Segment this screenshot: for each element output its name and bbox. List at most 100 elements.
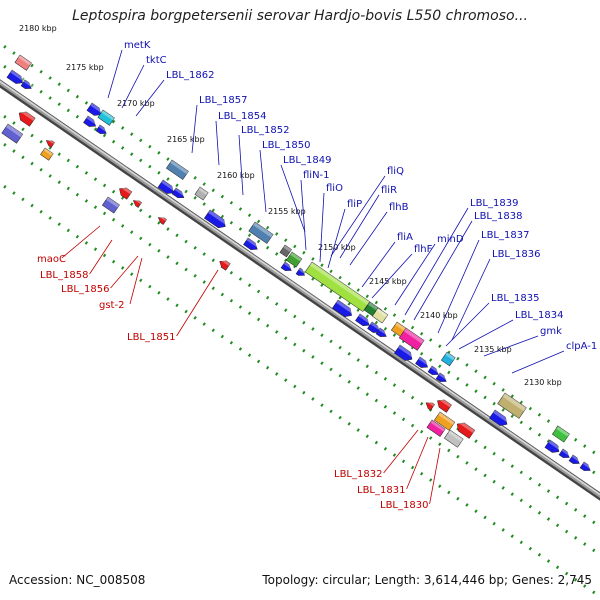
gene-feature[interactable] xyxy=(367,321,382,335)
gene-feature[interactable] xyxy=(454,420,476,439)
reverse-gene-label[interactable]: LBL_1851 xyxy=(127,332,175,343)
gene-feature[interactable] xyxy=(1,123,24,144)
forward-gene-label[interactable]: fliO xyxy=(326,183,343,194)
leader-line xyxy=(451,258,491,341)
gene-feature[interactable] xyxy=(194,186,209,201)
gene-feature[interactable] xyxy=(433,411,456,431)
forward-gene-label[interactable]: LBL_1854 xyxy=(218,111,266,122)
gene-feature[interactable] xyxy=(6,69,26,86)
forward-gene-label[interactable]: fliR xyxy=(381,185,397,196)
gene-feature[interactable] xyxy=(285,251,303,268)
leader-line xyxy=(121,64,145,109)
gene-feature[interactable] xyxy=(424,400,435,411)
gene-feature[interactable] xyxy=(558,448,572,460)
leader-line xyxy=(176,269,219,337)
gene-feature[interactable] xyxy=(435,397,452,413)
gene-feature[interactable] xyxy=(415,356,430,370)
forward-gene-label[interactable]: fliQ xyxy=(387,166,404,177)
gene-feature[interactable] xyxy=(443,429,464,448)
gene-feature[interactable] xyxy=(171,187,186,201)
gene-feature[interactable] xyxy=(568,454,582,466)
forward-gene-label[interactable]: flhF xyxy=(414,244,433,255)
gene-feature[interactable] xyxy=(393,344,415,363)
forward-gene-label[interactable]: flhB xyxy=(389,202,409,213)
gene-feature[interactable] xyxy=(40,147,54,161)
forward-gene-label[interactable]: LBL_1835 xyxy=(491,293,539,304)
gene-feature[interactable] xyxy=(248,221,274,244)
gene-feature[interactable] xyxy=(132,198,142,208)
leader-line xyxy=(280,164,306,233)
gene-feature[interactable] xyxy=(217,258,231,271)
gene-feature[interactable] xyxy=(279,244,292,258)
gene-feature[interactable] xyxy=(579,461,593,473)
gene-feature[interactable] xyxy=(375,327,389,339)
gene-feature[interactable] xyxy=(427,365,441,377)
genome-summary-text: Topology: circular; Length: 3,614,446 bp… xyxy=(262,573,592,587)
forward-gene-label[interactable]: LBL_1852 xyxy=(241,125,289,136)
forward-gene-label[interactable]: LBL_1862 xyxy=(166,70,214,81)
forward-gene-label[interactable]: fliN-1 xyxy=(303,170,330,181)
gene-feature[interactable] xyxy=(280,261,294,273)
gene-feature[interactable] xyxy=(83,115,98,129)
leader-line xyxy=(300,179,307,251)
gene-feature[interactable] xyxy=(295,267,307,278)
gene-feature[interactable] xyxy=(20,79,34,91)
gene-feature[interactable] xyxy=(426,419,446,437)
forward-gene-label[interactable]: fliP xyxy=(347,199,362,210)
gene-feature[interactable] xyxy=(45,138,55,148)
leader-line xyxy=(511,350,565,374)
leader-line xyxy=(330,175,386,257)
reverse-gene-label[interactable]: gst-2 xyxy=(99,300,124,311)
leader-line xyxy=(383,429,419,474)
gene-feature[interactable] xyxy=(14,54,32,71)
forward-gene-label[interactable]: LBL_1849 xyxy=(283,155,331,166)
reverse-gene-label[interactable]: LBL_1831 xyxy=(357,485,405,496)
gene-feature[interactable] xyxy=(440,351,456,367)
forward-gene-label[interactable]: LBL_1837 xyxy=(481,230,529,241)
forward-gene-label[interactable]: fliA xyxy=(397,232,413,243)
gene-feature[interactable] xyxy=(117,185,133,200)
track-line xyxy=(0,41,600,459)
reverse-gene-label[interactable]: LBL_1830 xyxy=(380,500,428,511)
gene-feature[interactable] xyxy=(243,237,260,253)
gene-feature[interactable] xyxy=(355,313,372,329)
gene-feature[interactable] xyxy=(86,102,104,118)
gene-feature[interactable] xyxy=(101,196,120,214)
track-line xyxy=(0,111,600,529)
gene-feature[interactable] xyxy=(371,307,389,324)
reverse-gene-label[interactable]: maoC xyxy=(37,254,66,265)
leader-line xyxy=(406,436,429,490)
forward-gene-label[interactable]: minD xyxy=(437,234,464,245)
gene-feature[interactable] xyxy=(97,109,115,126)
gene-feature[interactable] xyxy=(497,392,527,419)
gene-feature[interactable] xyxy=(331,299,355,320)
gene-feature[interactable] xyxy=(16,109,36,127)
forward-gene-label[interactable]: tktC xyxy=(146,55,167,66)
forward-gene-label[interactable]: LBL_1836 xyxy=(492,249,540,260)
gene-feature[interactable] xyxy=(488,409,510,428)
forward-gene-label[interactable]: LBL_1839 xyxy=(470,198,518,209)
reverse-gene-label[interactable]: LBL_1832 xyxy=(334,469,382,480)
gene-feature[interactable] xyxy=(398,327,425,351)
forward-gene-label[interactable]: LBL_1850 xyxy=(262,140,310,151)
reverse-gene-label[interactable]: LBL_1858 xyxy=(40,270,88,281)
forward-gene-label[interactable]: LBL_1857 xyxy=(199,95,247,106)
forward-gene-label[interactable]: gmk xyxy=(540,326,562,337)
leader-line xyxy=(327,208,346,269)
gene-feature[interactable] xyxy=(157,179,177,196)
gene-feature[interactable] xyxy=(95,124,109,136)
forward-gene-label[interactable]: metK xyxy=(124,40,151,51)
forward-gene-label[interactable]: LBL_1838 xyxy=(474,211,522,222)
gene-feature[interactable] xyxy=(544,439,562,455)
gene-feature[interactable] xyxy=(165,159,189,180)
forward-gene-label[interactable]: clpA-1 xyxy=(566,341,597,352)
gene-feature[interactable] xyxy=(304,261,371,312)
gene-feature[interactable] xyxy=(203,209,229,231)
leader-line xyxy=(404,207,469,316)
gene-feature[interactable] xyxy=(551,425,570,443)
kbp-label: 2180 kbp xyxy=(19,24,57,33)
forward-gene-label[interactable]: LBL_1834 xyxy=(515,310,563,321)
gene-feature[interactable] xyxy=(157,215,167,225)
gene-feature[interactable] xyxy=(435,372,449,384)
reverse-gene-label[interactable]: LBL_1856 xyxy=(61,284,109,295)
